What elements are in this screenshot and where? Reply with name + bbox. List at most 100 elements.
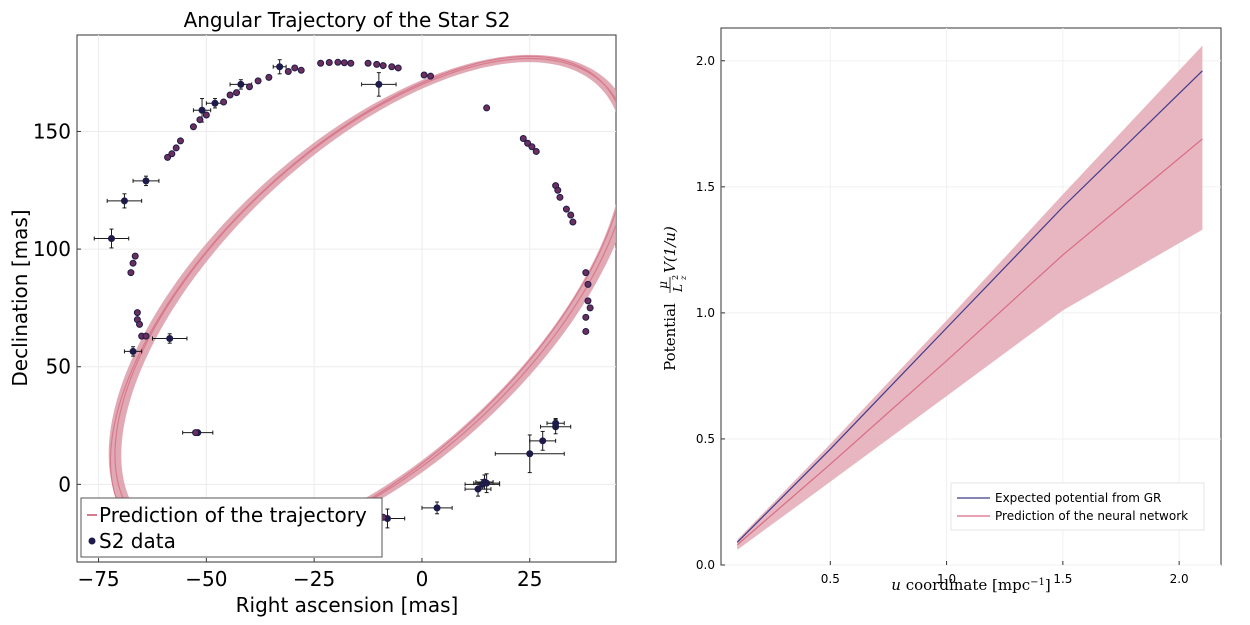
y-label-den-letter: L [671, 284, 685, 293]
s2-data-point [189, 123, 197, 131]
s2-data-point [127, 269, 135, 277]
right-x-tick-label: 1.5 [1053, 572, 1072, 586]
s2-data-marker [198, 106, 206, 114]
s2-data-point [132, 175, 160, 187]
s2-data-point [123, 346, 143, 357]
s2-data-point [192, 429, 200, 437]
nn-prediction-line [736, 138, 1203, 546]
s2-data-point [475, 474, 494, 490]
s2-data-marker [226, 91, 234, 99]
prediction-band [108, 54, 616, 556]
s2-data-point [93, 228, 130, 249]
s2-data-point [151, 333, 188, 344]
s2-data-marker [176, 137, 184, 145]
s2-data-marker [325, 59, 333, 67]
s2-data-point [569, 218, 577, 226]
right-x-ticks: 0.5 1.0 1.5 2.0 [821, 561, 1189, 586]
s2-data-point [272, 59, 287, 75]
s2-data-point [584, 297, 592, 305]
s2-data-point [220, 98, 228, 106]
gr-potential-line [736, 70, 1203, 543]
right-y-axis-label: Potential μ L 2 z V(1/u) [656, 226, 688, 371]
left-x-tick-label: −75 [77, 567, 119, 591]
x-label-var: u [891, 576, 901, 594]
s2-data-marker [142, 177, 150, 185]
nn-band-area [737, 45, 1203, 550]
s2-data-point [325, 59, 333, 67]
s2-data-point [347, 59, 355, 67]
s2-data-point [192, 98, 212, 123]
left-plot-frame [76, 34, 617, 563]
s2-data-marker [394, 64, 402, 72]
s2-data-marker [582, 313, 590, 321]
s2-data-point [582, 327, 590, 335]
s2-data-marker [211, 99, 219, 107]
potential-lines [736, 70, 1203, 546]
s2-data-point [528, 143, 536, 151]
s2-data-marker [375, 80, 383, 88]
s2-data-point [586, 304, 594, 312]
y-label-word: Potential [661, 303, 679, 371]
y-label-den-sup: 2 [671, 275, 680, 280]
s2-data-marker [129, 347, 137, 355]
left-x-tick-label: −25 [293, 567, 335, 591]
s2-data-marker [420, 71, 428, 79]
s2-data-marker [569, 218, 577, 226]
x-label-exp: −1 [1030, 577, 1045, 588]
s2-data-marker [276, 63, 284, 71]
s2-data-marker [582, 269, 590, 277]
trajectory-chart: Angular Trajectory of the Star S2 −75 −50… [8, 8, 617, 617]
s2-data-point [427, 72, 435, 80]
s2-data-point [373, 60, 381, 68]
s2-data-marker [291, 64, 299, 72]
s2-data-point [388, 63, 396, 71]
s2-data-marker [340, 59, 348, 67]
left-x-tick-label: 25 [517, 567, 542, 591]
right-y-tick-label: 0.5 [696, 432, 715, 446]
s2-data-point [556, 193, 564, 201]
y-label-frac-num: μ [656, 281, 670, 289]
s2-data-point [567, 211, 575, 219]
s2-data-point [131, 252, 139, 260]
s2-data-point [483, 104, 491, 112]
s2-data-marker [584, 280, 592, 288]
s2-data-point [379, 62, 387, 70]
legend-gr-label: Expected potential from GR [995, 491, 1161, 505]
s2-data-points [93, 58, 594, 529]
s2-data-marker [164, 153, 172, 161]
s2-data-point [233, 89, 241, 97]
s2-data-point [142, 332, 150, 340]
s2-data-marker [131, 252, 139, 260]
left-chart-title: Angular Trajectory of the Star S2 [184, 8, 511, 32]
s2-data-point [106, 193, 143, 209]
right-y-ticks: 0.0 0.5 1.0 1.5 2.0 [696, 54, 725, 572]
s2-data-marker [526, 450, 534, 458]
s2-data-marker [433, 504, 441, 512]
s2-data-marker [254, 77, 262, 85]
s2-data-marker [127, 269, 135, 277]
left-x-tick-label: −50 [185, 567, 227, 591]
s2-data-marker [136, 320, 144, 328]
s2-data-marker [388, 63, 396, 71]
y-label-expr: V(1/u) [661, 226, 679, 273]
s2-data-point [584, 280, 592, 288]
s2-data-marker [552, 419, 560, 427]
s2-data-marker [584, 297, 592, 305]
s2-data-marker [562, 205, 570, 213]
s2-data-marker [347, 59, 355, 67]
s2-data-marker [202, 111, 210, 119]
left-y-axis-label: Declination [mas] [8, 209, 32, 386]
left-legend: Prediction of the trajectory S2 data [80, 497, 383, 558]
s2-data-point [176, 137, 184, 145]
s2-data-marker [192, 429, 200, 437]
s2-data-marker [364, 59, 372, 67]
s2-data-marker [586, 304, 594, 312]
s2-data-point [172, 144, 180, 152]
s2-data-point [164, 153, 172, 161]
s2-data-point [202, 111, 210, 119]
right-y-tick-label: 0.0 [696, 558, 715, 572]
s2-data-point [582, 313, 590, 321]
right-legend-box [950, 482, 1205, 531]
s2-data-point [136, 320, 144, 328]
nn-uncertainty-band [737, 45, 1203, 550]
